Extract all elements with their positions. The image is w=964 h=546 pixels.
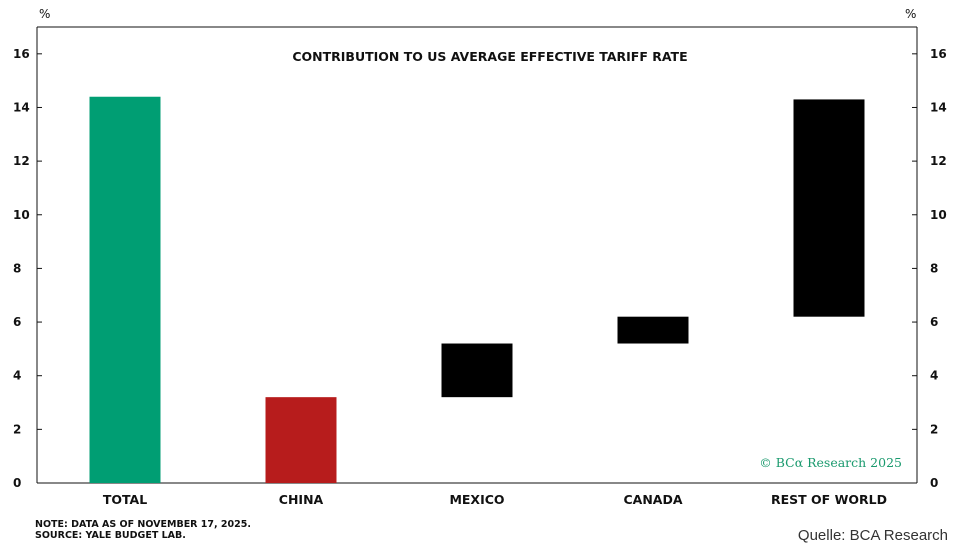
bar-rest-of-world [793, 99, 865, 317]
left-axis-unit: % [39, 7, 50, 21]
right-axis-unit: % [905, 7, 916, 21]
copyright-watermark: © BCα Research 2025 [759, 455, 902, 470]
right-tick-label: 12 [930, 154, 947, 168]
right-tick-label: 4 [930, 369, 938, 383]
chart-title: CONTRIBUTION TO US AVERAGE EFFECTIVE TAR… [292, 49, 687, 64]
bar-china [265, 397, 337, 483]
right-tick-label: 10 [930, 208, 947, 222]
bar-total [89, 96, 161, 483]
bar-mexico [441, 343, 513, 398]
x-category-label: CHINA [279, 492, 324, 507]
left-tick-label: 6 [13, 315, 21, 329]
left-tick-label: 0 [13, 476, 21, 490]
right-tick-label: 8 [930, 261, 938, 275]
chart-note: NOTE: DATA AS OF NOVEMBER 17, 2025. [35, 519, 251, 530]
right-tick-label: 14 [930, 100, 947, 114]
left-tick-label: 2 [13, 422, 21, 436]
source-credit: Quelle: BCA Research [797, 527, 948, 544]
right-tick-label: 0 [930, 476, 938, 490]
right-tick-label: 2 [930, 422, 938, 436]
bar-canada [617, 316, 689, 344]
left-tick-label: 10 [13, 208, 30, 222]
left-tick-label: 4 [13, 369, 21, 383]
x-category-label: MEXICO [449, 492, 504, 507]
chart-source: SOURCE: YALE BUDGET LAB. [35, 530, 186, 541]
left-tick-label: 12 [13, 154, 30, 168]
right-tick-label: 6 [930, 315, 938, 329]
x-category-label: REST OF WORLD [771, 492, 887, 507]
left-tick-label: 8 [13, 261, 21, 275]
x-category-label: CANADA [623, 492, 682, 507]
left-tick-label: 16 [13, 47, 30, 61]
left-tick-label: 14 [13, 100, 30, 114]
x-category-label: TOTAL [103, 492, 147, 507]
right-tick-label: 16 [930, 47, 947, 61]
